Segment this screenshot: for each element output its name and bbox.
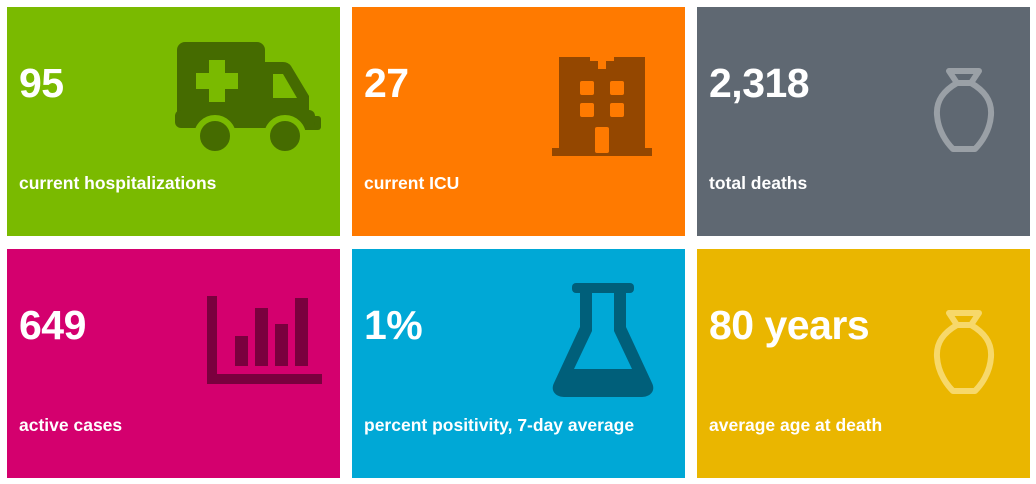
stat-label: percent positivity, 7-day average bbox=[364, 415, 635, 435]
stat-tile-percent-positivity: 1% percent positivity, 7-day average bbox=[352, 249, 685, 478]
stat-label: active cases bbox=[19, 415, 123, 435]
stat-tile-hospitalizations: 95 current hospitalizations bbox=[7, 7, 340, 236]
stat-tile-total-deaths: 2,318 total deaths bbox=[697, 7, 1030, 236]
urn-icon bbox=[933, 67, 995, 153]
ambulance-icon bbox=[175, 40, 321, 154]
flask-icon bbox=[552, 283, 654, 399]
stat-label: total deaths bbox=[709, 173, 808, 193]
stat-value: 649 bbox=[19, 302, 86, 348]
stat-value: 1% bbox=[364, 302, 423, 348]
stat-value: 95 bbox=[19, 60, 64, 106]
stat-value: 80 years bbox=[709, 302, 870, 348]
stat-value: 27 bbox=[364, 60, 409, 106]
hospital-building-icon bbox=[552, 45, 652, 157]
stat-tile-average-age: 80 years average age at death bbox=[697, 249, 1030, 478]
stat-value: 2,318 bbox=[709, 60, 810, 106]
stat-tile-icu: 27 current ICU bbox=[352, 7, 685, 236]
urn-icon bbox=[933, 309, 995, 395]
stat-label: current ICU bbox=[364, 173, 460, 193]
bar-chart-icon bbox=[207, 296, 322, 384]
stat-label: current hospitalizations bbox=[19, 173, 217, 193]
stat-label: average age at death bbox=[709, 415, 883, 435]
stat-tile-active-cases: 649 active cases bbox=[7, 249, 340, 478]
